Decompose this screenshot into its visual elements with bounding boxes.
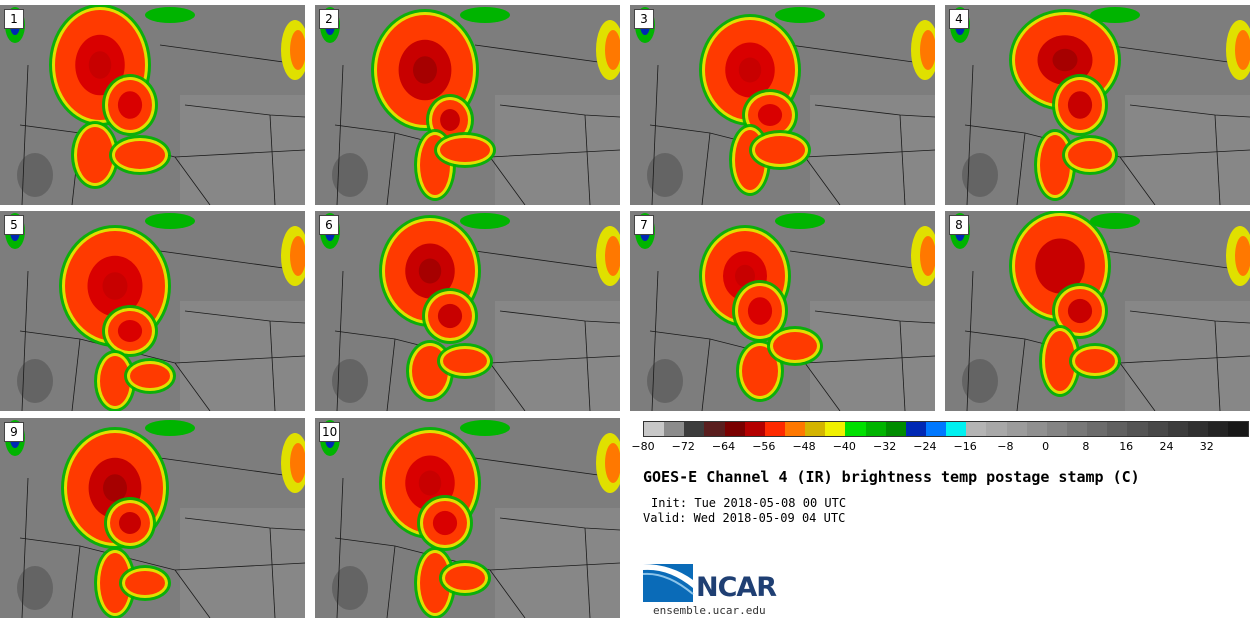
ir-map-image bbox=[315, 5, 620, 205]
postage-stamp-panel: 6 bbox=[315, 211, 620, 411]
colorbar-segment bbox=[1006, 422, 1027, 436]
colorbar-tick-label: 32 bbox=[1199, 440, 1214, 453]
colorbar-segment bbox=[764, 422, 785, 436]
colorbar-tick-label: −8 bbox=[997, 440, 1014, 453]
postage-stamp-panel: 7 bbox=[630, 211, 935, 411]
colorbar-segment bbox=[1026, 422, 1047, 436]
colorbar-segment bbox=[684, 422, 705, 436]
colorbar-segment bbox=[1167, 422, 1188, 436]
panel-number-label: 1 bbox=[4, 9, 24, 29]
colorbar-segment bbox=[1147, 422, 1168, 436]
colorbar-tick-label: 8 bbox=[1082, 440, 1090, 453]
panel-number-label: 2 bbox=[319, 9, 339, 29]
panel-number-label: 5 bbox=[4, 215, 24, 235]
colorbar-segment bbox=[966, 422, 987, 436]
panel-number-label: 7 bbox=[634, 215, 654, 235]
colorbar-segment bbox=[1127, 422, 1148, 436]
colorbar-ticks: −80 −72 −64 −56 −48 −40 −32 −24 −16 −8 0 8 16 24 32 bbox=[631, 440, 1249, 454]
colorbar-tick-label: −72 bbox=[671, 440, 695, 453]
colorbar-segment bbox=[885, 422, 906, 436]
colorbar-tick-label: −80 bbox=[631, 440, 655, 453]
colorbar-tick-label: 16 bbox=[1119, 440, 1134, 453]
colorbar-segment bbox=[1046, 422, 1067, 436]
postage-stamp-panel: 4 bbox=[945, 5, 1250, 205]
colorbar-tick-label: −16 bbox=[953, 440, 977, 453]
postage-stamp-panel: 3 bbox=[630, 5, 935, 205]
postage-stamp-panel: 1 bbox=[0, 5, 305, 205]
colorbar-segment bbox=[644, 422, 665, 436]
init-time: Init: Tue 2018-05-08 00 UTC bbox=[651, 496, 847, 510]
colorbar-tick-label: 0 bbox=[1042, 440, 1050, 453]
postage-stamp-panel: 8 bbox=[945, 211, 1250, 411]
panel-number-label: 3 bbox=[634, 9, 654, 29]
panel-number-label: 4 bbox=[949, 9, 969, 29]
panel-number-label: 8 bbox=[949, 215, 969, 235]
colorbar-tick-label: −56 bbox=[752, 440, 776, 453]
colorbar-segment bbox=[1107, 422, 1128, 436]
site-url: ensemble.ucar.edu bbox=[653, 604, 766, 617]
panel-number-label: 10 bbox=[319, 422, 341, 442]
ir-map-image bbox=[0, 418, 305, 618]
colorbar-tick-label: −40 bbox=[832, 440, 856, 453]
ncar-logo-icon bbox=[643, 564, 694, 602]
panel-number-label: 9 bbox=[4, 422, 24, 442]
postage-stamp-panel: 5 bbox=[0, 211, 305, 411]
colorbar-segment bbox=[925, 422, 947, 436]
colorbar-tick-label: −24 bbox=[913, 440, 937, 453]
colorbar-segment bbox=[946, 422, 967, 436]
colorbar-segment bbox=[1087, 422, 1108, 436]
colorbar-segment bbox=[1187, 422, 1208, 436]
colorbar-segment bbox=[724, 422, 745, 436]
colorbar-tick-label: 24 bbox=[1159, 440, 1174, 453]
ncar-logo-text: NCAR bbox=[696, 572, 777, 603]
colorbar-segment bbox=[805, 422, 826, 436]
colorbar-segment bbox=[905, 422, 926, 436]
colorbar-tick-label: −48 bbox=[792, 440, 816, 453]
figure-title: GOES-E Channel 4 (IR) brightness temp po… bbox=[643, 468, 1140, 486]
colorbar-segment bbox=[986, 422, 1007, 436]
colorbar-segment bbox=[784, 422, 806, 436]
ir-map-image bbox=[315, 418, 620, 618]
colorbar-segment bbox=[865, 422, 886, 436]
colorbar-segment bbox=[1228, 422, 1249, 436]
colorbar-segment bbox=[1066, 422, 1088, 436]
ir-map-image bbox=[630, 211, 935, 411]
colorbar-segment bbox=[825, 422, 846, 436]
ir-map-image bbox=[0, 5, 305, 205]
ir-map-image bbox=[945, 5, 1250, 205]
valid-time: Valid: Wed 2018-05-09 04 UTC bbox=[643, 511, 846, 525]
ir-map-image bbox=[630, 5, 935, 205]
colorbar-segment bbox=[845, 422, 866, 436]
postage-stamp-panel: 10 bbox=[315, 418, 620, 618]
ir-map-image bbox=[0, 211, 305, 411]
colorbar-tick-label: −64 bbox=[711, 440, 736, 453]
colorbar-segment bbox=[664, 422, 685, 436]
ir-map-image bbox=[315, 211, 620, 411]
colorbar-tick-label: −32 bbox=[872, 440, 897, 453]
postage-stamp-panel: 2 bbox=[315, 5, 620, 205]
postage-stamp-panel: 9 bbox=[0, 418, 305, 618]
colorbar bbox=[643, 421, 1249, 437]
colorbar-segment bbox=[744, 422, 765, 436]
colorbar-segment bbox=[1207, 422, 1229, 436]
ir-map-image bbox=[945, 211, 1250, 411]
panel-number-label: 6 bbox=[319, 215, 339, 235]
colorbar-segment bbox=[704, 422, 725, 436]
